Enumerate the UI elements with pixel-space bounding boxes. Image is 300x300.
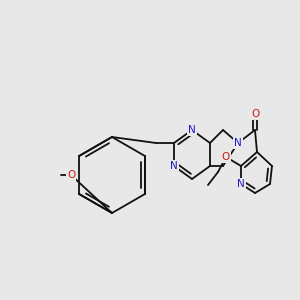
Text: N: N (234, 138, 242, 148)
Text: O: O (67, 170, 75, 180)
Text: N: N (237, 179, 245, 189)
Text: O: O (251, 109, 259, 119)
Text: O: O (222, 152, 230, 162)
Text: N: N (188, 125, 196, 135)
Text: N: N (170, 161, 178, 171)
